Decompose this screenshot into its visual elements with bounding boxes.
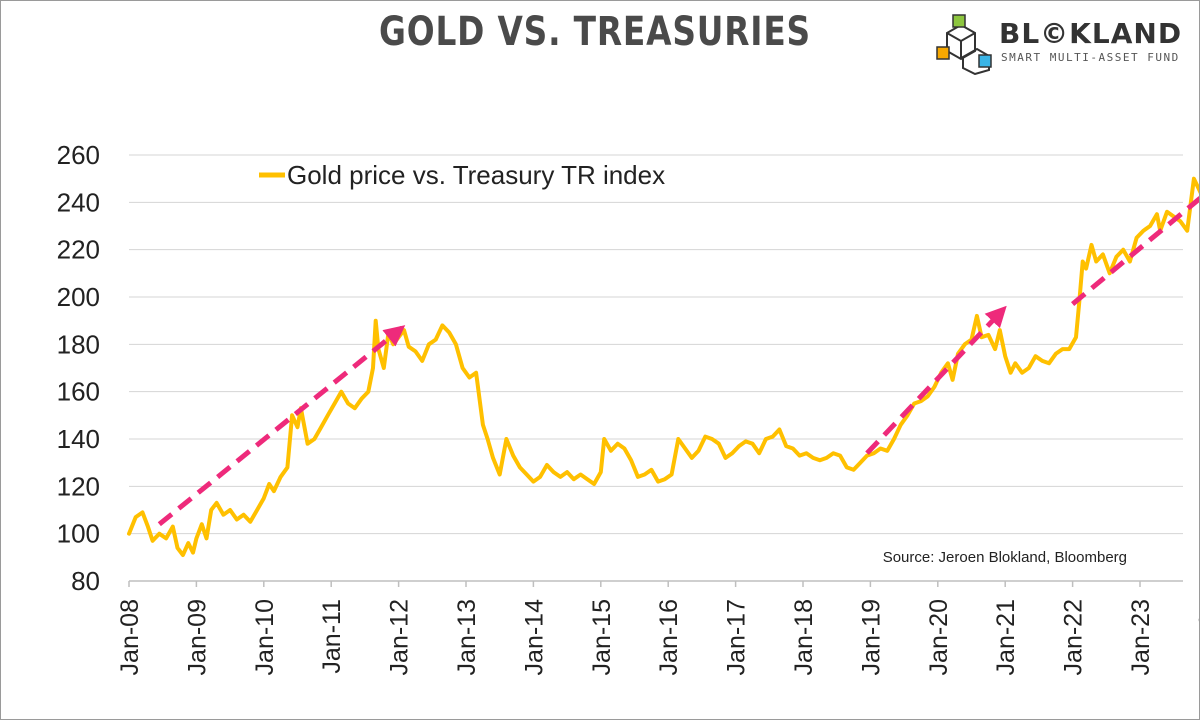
legend: Gold price vs. Treasury TR index <box>259 160 665 190</box>
x-tick-label: Jan-18 <box>790 599 818 675</box>
x-tick-label: Jan-13 <box>453 599 481 675</box>
y-tick-label: 80 <box>71 566 100 596</box>
x-tick-label: Jan-20 <box>925 599 953 675</box>
y-tick-label: 220 <box>57 235 100 265</box>
trend-arrow <box>865 305 1007 455</box>
y-tick-label: 140 <box>57 424 100 454</box>
y-tick-label: 240 <box>57 187 100 217</box>
y-tick-label: 160 <box>57 377 100 407</box>
x-tick-label: Jan-14 <box>520 599 548 676</box>
trend-arrows <box>157 195 1199 527</box>
x-tick-label: Jan-08 <box>116 599 144 675</box>
gridlines <box>129 154 1183 535</box>
cube-logo-icon <box>936 14 992 75</box>
x-tick-label: Jan-09 <box>183 599 211 675</box>
chart-title: GOLD VS. TREASURIES <box>379 9 811 55</box>
y-tick-label: 260 <box>57 140 100 170</box>
y-axis: 80 100 120 140 160 180 200 220 240 260 <box>57 140 100 596</box>
x-tick-label: Jan-23 <box>1127 599 1155 675</box>
x-tick-label: Jan-11 <box>318 599 346 674</box>
legend-label: Gold price vs. Treasury TR index <box>287 160 665 190</box>
series-layer <box>127 176 1199 557</box>
trend-arrow <box>1071 195 1199 307</box>
x-tick-label: Jan-21 <box>992 599 1020 675</box>
y-tick-label: 180 <box>57 329 100 359</box>
x-axis: Jan-08 Jan-09 Jan-10 Jan-11 Jan-12 Jan-13 Jan-… <box>116 580 1199 676</box>
trend-arrow <box>157 325 406 527</box>
y-tick-label: 100 <box>57 519 100 549</box>
x-tick-label: Jan-24 <box>1194 599 1199 676</box>
x-tick-label: Jan-10 <box>251 599 279 675</box>
blokland-logo: BL©KLAND SMART MULTI-ASSET FUND <box>933 13 1183 77</box>
source-note: Source: Jeroen Blokland, Bloomberg <box>883 549 1127 566</box>
logo-wordmark: BL©KLAND <box>999 17 1183 50</box>
logo-tagline: SMART MULTI-ASSET FUND <box>1001 51 1180 64</box>
x-tick-label: Jan-12 <box>386 599 414 675</box>
x-tick-label: Jan-22 <box>1060 599 1088 675</box>
series-line-gold-vs-treasury <box>127 176 1199 557</box>
y-tick-label: 200 <box>57 282 100 312</box>
x-tick-label: Jan-16 <box>655 599 683 675</box>
x-tick-label: Jan-19 <box>857 599 885 675</box>
y-tick-label: 120 <box>57 471 100 501</box>
x-tick-label: Jan-15 <box>588 599 616 675</box>
x-tick-label: Jan-17 <box>723 599 751 675</box>
